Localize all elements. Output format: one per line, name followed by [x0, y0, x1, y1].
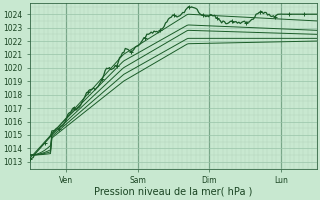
X-axis label: Pression niveau de la mer( hPa ): Pression niveau de la mer( hPa ): [94, 187, 252, 197]
